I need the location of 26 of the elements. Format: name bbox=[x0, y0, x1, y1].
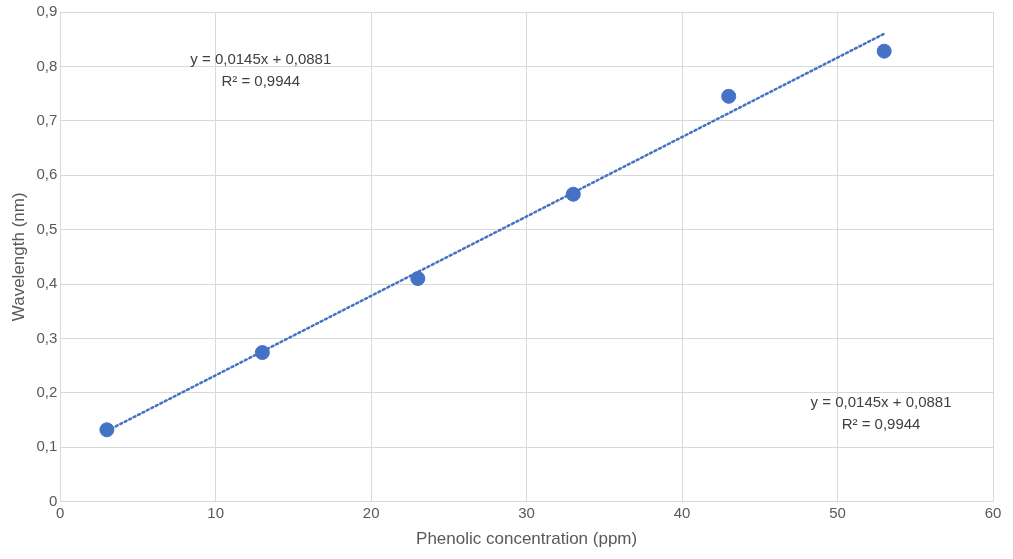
annotation: y = 0,0145x + 0,0881 R² = 0,9944 bbox=[810, 392, 952, 432]
x-tick-label: 20 bbox=[362, 503, 380, 521]
x-tick-label: 10 bbox=[207, 503, 225, 521]
point bbox=[721, 88, 737, 104]
y-tick-label: 0,4 bbox=[36, 274, 58, 292]
point bbox=[99, 422, 115, 438]
y-tick-label: 0,1 bbox=[36, 437, 58, 455]
y-tick-label: 0,2 bbox=[36, 382, 58, 400]
annotation: y = 0,0145x + 0,0881 R² = 0,9944 bbox=[190, 49, 332, 89]
y-tick-label: 0,9 bbox=[36, 2, 58, 20]
y-tick-label: 0,3 bbox=[36, 328, 58, 346]
y-tick-label: 0,7 bbox=[36, 110, 58, 128]
point bbox=[410, 271, 426, 287]
x-tick-label: 60 bbox=[984, 503, 1002, 521]
y-tick-label: 0 bbox=[48, 491, 58, 509]
y-tick-label: 0,8 bbox=[36, 56, 58, 74]
y-tick-label: 0,5 bbox=[36, 219, 58, 237]
point bbox=[254, 345, 270, 361]
x-tick-label: 40 bbox=[673, 503, 691, 521]
x-tick-label: 30 bbox=[518, 503, 535, 521]
point bbox=[565, 186, 581, 202]
y-axis-title: Wavelength (nm) bbox=[8, 192, 28, 322]
x-tick-label: 50 bbox=[829, 503, 846, 521]
y-tick-label: 0,6 bbox=[36, 165, 58, 183]
x-axis-title: Phenolic concentration (ppm) bbox=[416, 529, 638, 549]
point bbox=[876, 43, 892, 59]
